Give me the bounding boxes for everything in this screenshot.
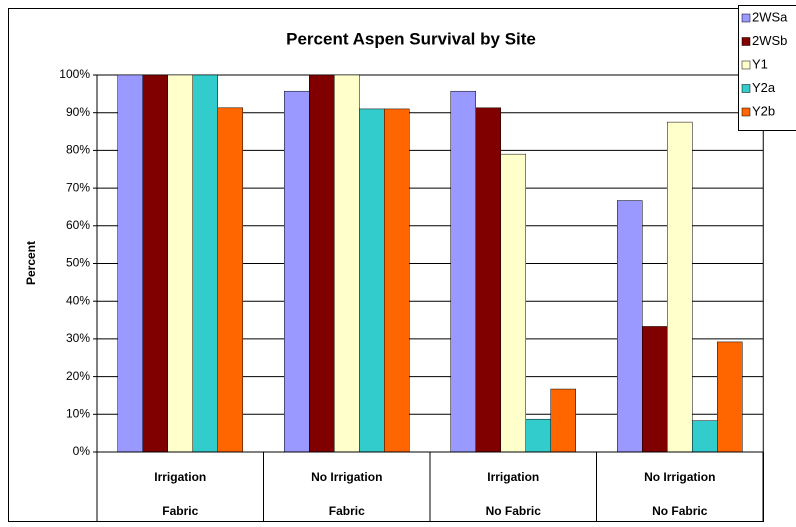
- legend-swatch: [741, 60, 751, 70]
- y-tick-label: 90%: [66, 105, 90, 119]
- y-tick-label: 0%: [73, 444, 91, 458]
- bar: [475, 107, 501, 453]
- legend-label: 2WSa: [752, 9, 788, 24]
- x-group-label: No Fabric: [652, 504, 708, 518]
- y-tick-label: 30%: [66, 331, 90, 345]
- x-tick-label: Irrigation: [154, 470, 206, 484]
- x-tick-label: Irrigation: [487, 470, 539, 484]
- bar: [692, 420, 718, 453]
- bar: [142, 74, 168, 453]
- bar: [192, 74, 218, 453]
- bar: [217, 107, 243, 453]
- x-group-label: Fabric: [162, 504, 198, 518]
- bar: [359, 108, 385, 453]
- x-tick-label: No Irrigation: [311, 470, 382, 484]
- bar: [167, 74, 193, 453]
- y-tick-label: 70%: [66, 180, 90, 194]
- x-tick-label: No Irrigation: [644, 470, 715, 484]
- y-tick-label: 10%: [66, 406, 90, 420]
- bar: [450, 90, 476, 453]
- legend-label: Y2a: [752, 80, 776, 95]
- bar: [500, 153, 526, 453]
- chart-title: Percent Aspen Survival by Site: [286, 29, 536, 48]
- bar: [617, 200, 643, 453]
- bar: [309, 74, 335, 453]
- legend-swatch: [741, 107, 751, 117]
- y-tick-label: 50%: [66, 256, 90, 270]
- bar: [334, 74, 360, 453]
- bar: [717, 341, 743, 453]
- y-tick-label: 40%: [66, 293, 90, 307]
- y-tick-label: 100%: [59, 67, 90, 81]
- y-tick-label: 80%: [66, 143, 90, 157]
- legend-swatch: [741, 37, 751, 46]
- legend-label: Y2b: [752, 103, 775, 118]
- legend-swatch: [741, 13, 751, 23]
- legend-label: Y1: [752, 56, 768, 71]
- x-group-label: Fabric: [329, 504, 365, 518]
- bar: [525, 418, 551, 453]
- bar: [117, 74, 143, 453]
- legend-swatch: [741, 84, 751, 93]
- y-tick-label: 20%: [66, 369, 90, 383]
- y-axis-label: Percent: [24, 241, 38, 285]
- y-tick-label: 60%: [66, 218, 90, 232]
- bar: [667, 121, 693, 453]
- bar: [550, 388, 576, 453]
- bar: [284, 90, 310, 453]
- legend-label: 2WSb: [752, 33, 787, 48]
- bar: [642, 326, 668, 453]
- bar: [384, 108, 410, 453]
- x-group-label: No Fabric: [486, 504, 542, 518]
